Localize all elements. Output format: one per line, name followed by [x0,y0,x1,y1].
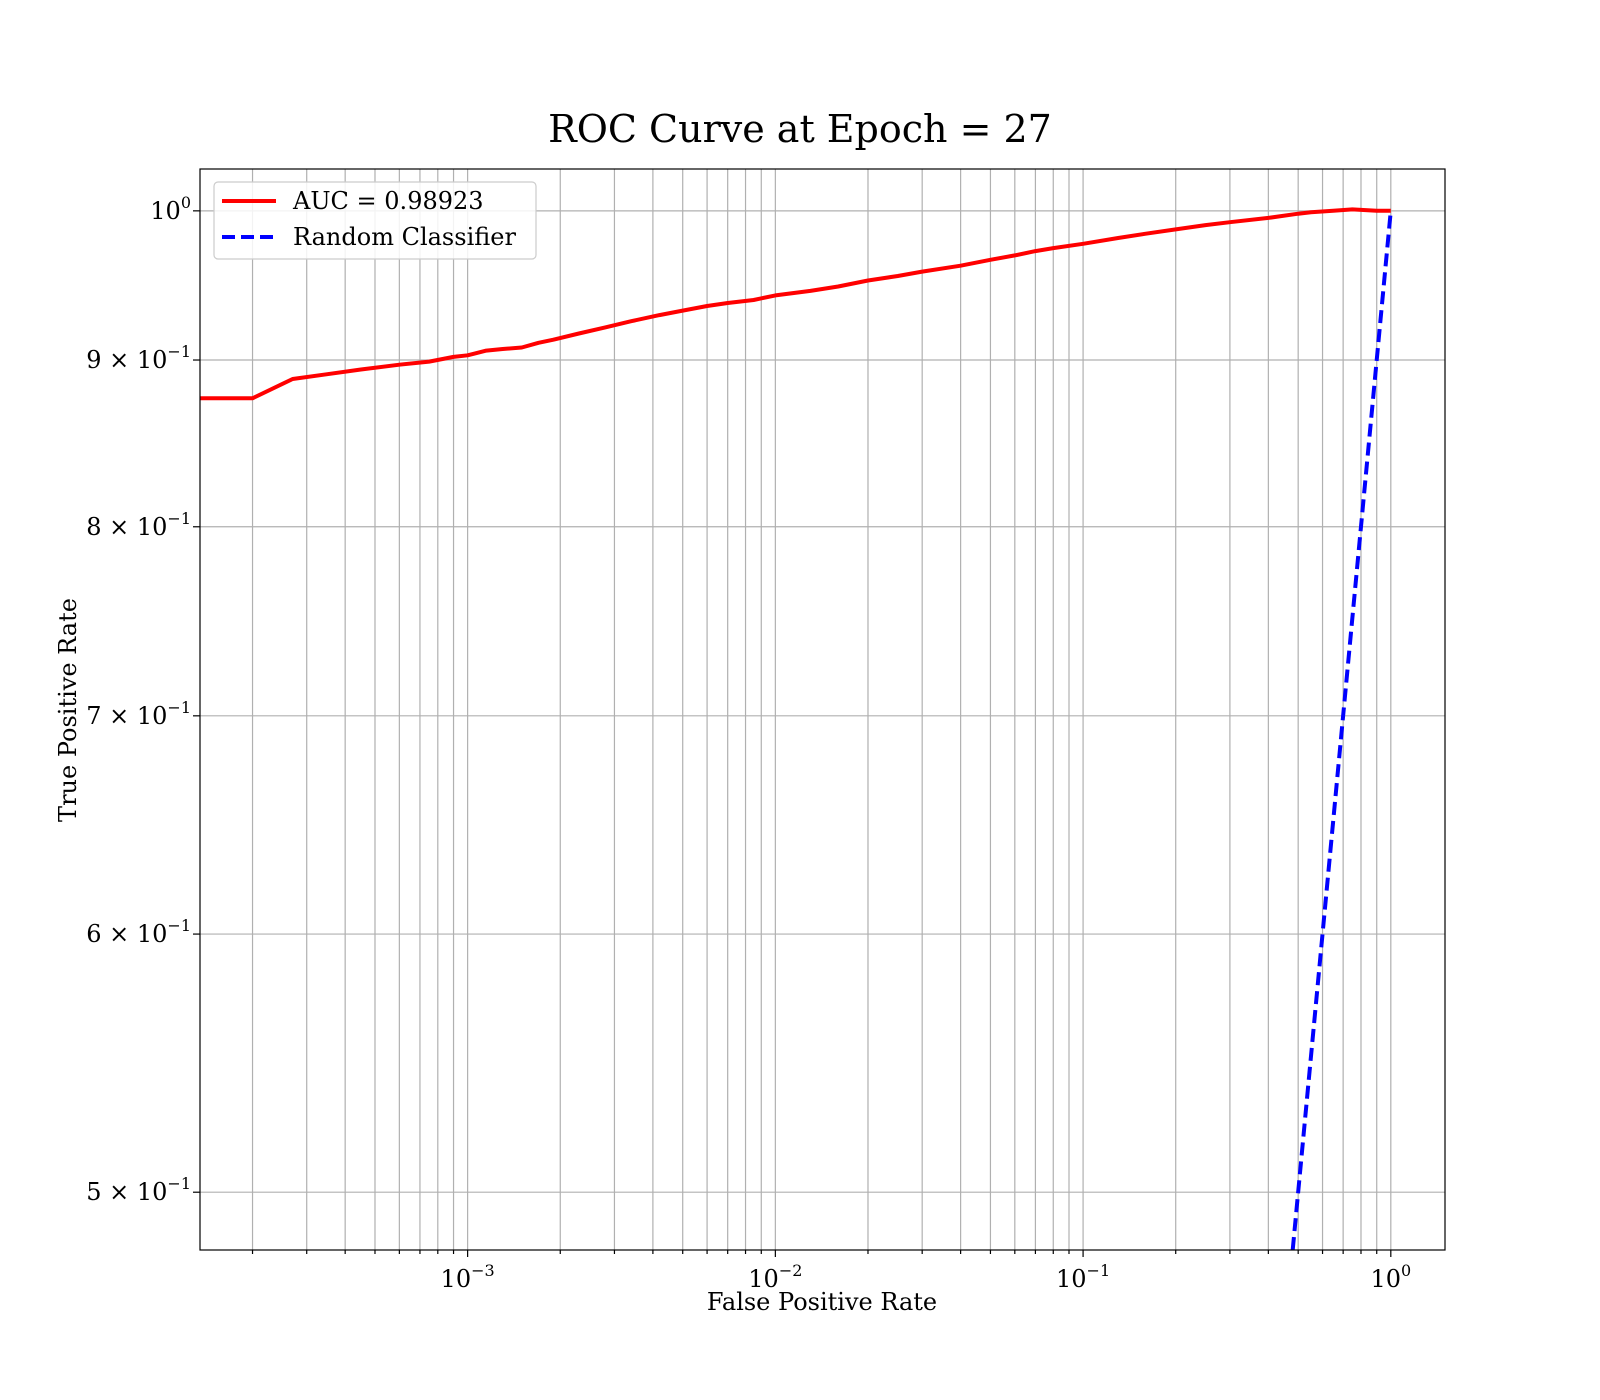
series-layer [200,207,1393,1250]
legend-label-random: Random Classifier [293,223,516,251]
x-tick-label: 10−2 [748,1261,802,1293]
y-axis-ticks: 100 9 × 10−1 8 × 10−1 7 × 10−1 6 × 10−1 5 × 1… [86,193,200,1206]
legend-label-auc: AUC = 0.98923 [292,187,484,215]
grid [200,169,1445,1250]
y-tick-label: 6 × 10−1 [86,916,191,948]
x-axis-label: False Positive Rate [707,1288,937,1316]
random-classifier-line [1290,210,1393,1250]
legend: AUC = 0.98923 Random Classifier [213,181,537,260]
x-tick-label: 10−3 [441,1261,495,1293]
legend-box [213,181,537,260]
x-tick-label: 10−1 [1056,1261,1110,1293]
chart-title: ROC Curve at Epoch = 27 [548,107,1052,151]
y-tick-label: 7 × 10−1 [86,698,191,730]
y-tick-label: 9 × 10−1 [86,342,191,374]
y-tick-label: 8 × 10−1 [86,509,191,541]
x-tick-label: 100 [1370,1261,1411,1293]
plot-frame [199,168,1446,1251]
y-tick-label: 100 [150,193,191,225]
y-axis-label: True Positive Rate [54,598,82,822]
x-axis-ticks: 10−3 10−2 10−1 100 [251,1250,1411,1293]
y-tick-label: 5 × 10−1 [86,1174,191,1206]
roc-curve-line [200,207,1391,401]
